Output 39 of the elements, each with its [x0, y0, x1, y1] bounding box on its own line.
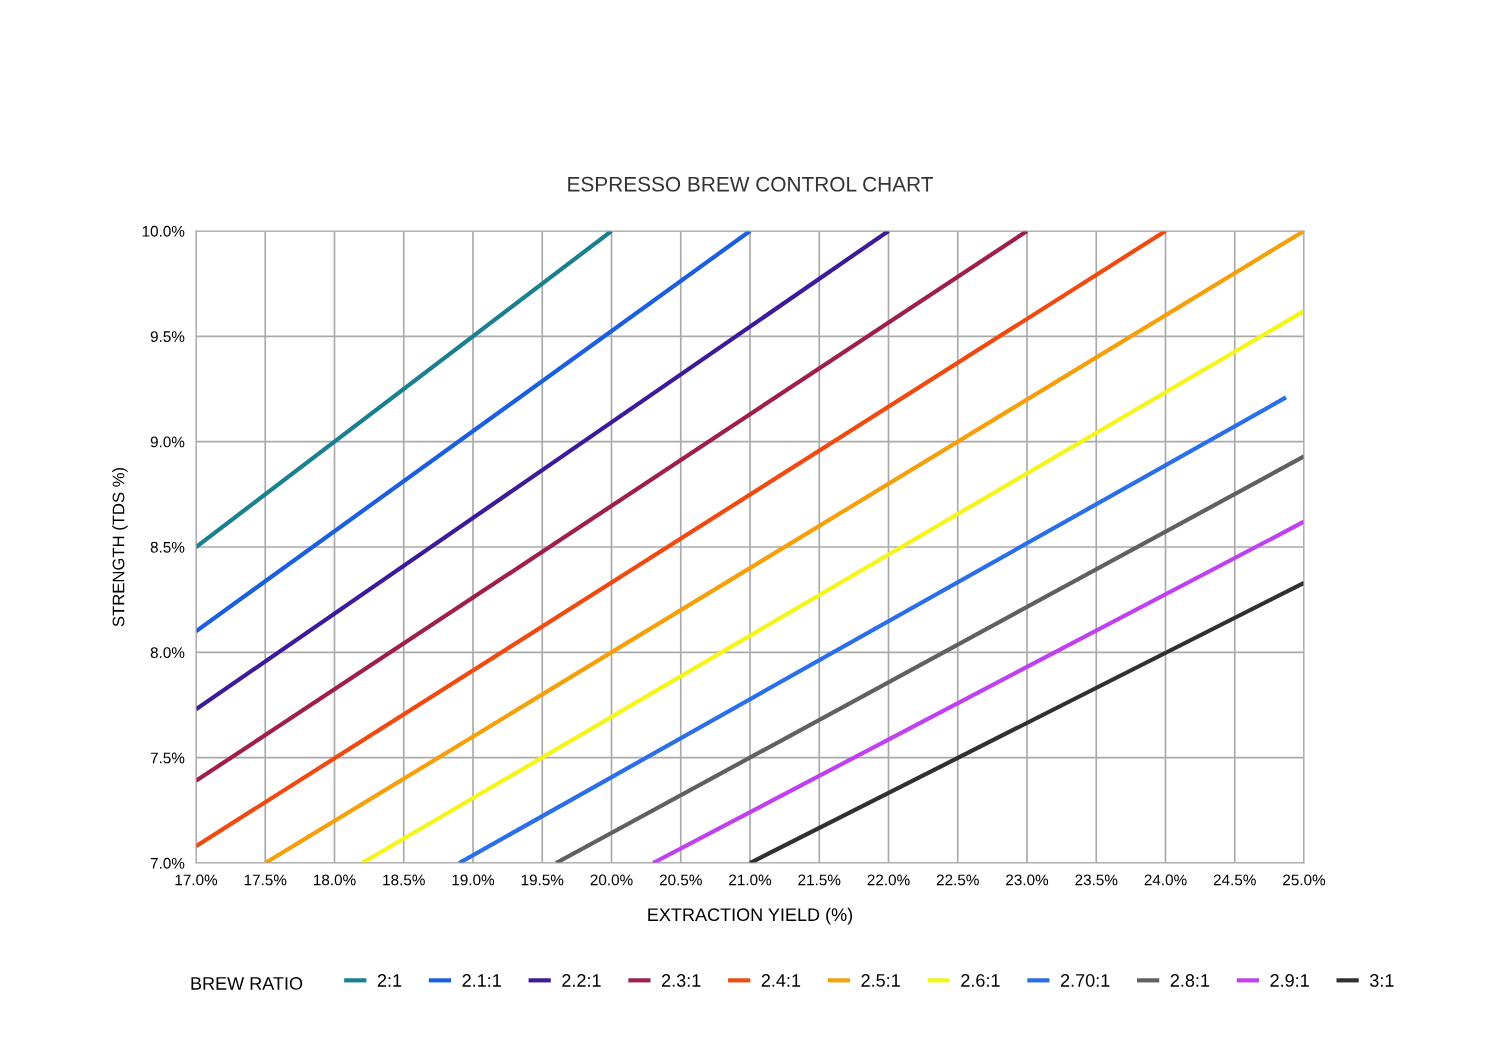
legend-label: 2.8:1	[1170, 974, 1210, 987]
legend-label: 2:1	[377, 974, 402, 987]
x-tick-label: 22.5%	[936, 874, 979, 886]
x-tick-label: 20.5%	[659, 874, 702, 886]
x-tick-label: 19.0%	[452, 874, 495, 886]
y-tick-label: 8.5%	[150, 541, 185, 553]
x-tick-label: 18.0%	[314, 874, 356, 886]
y-tick-label: 7.0%	[150, 857, 185, 869]
legend-label: 2.9:1	[1270, 974, 1309, 987]
y-tick-label: 9.5%	[150, 331, 185, 343]
x-tick-label: 21.5%	[798, 874, 841, 886]
legend-label: 2.1:1	[462, 974, 501, 987]
legend-label: 2.2:1	[562, 974, 601, 987]
y-axis-title: STRENGTH (TDS %)	[112, 467, 128, 627]
legend-label: 3:1	[1369, 974, 1394, 987]
x-tick-label: 17.5%	[244, 874, 287, 886]
y-tick-label: 10.0%	[142, 225, 185, 237]
legend-label: 2.3:1	[662, 974, 701, 987]
legend-label: 2.6:1	[961, 974, 1000, 987]
x-tick-label: 19.5%	[521, 874, 564, 886]
x-tick-label: 18.5%	[383, 874, 425, 886]
x-axis-title: EXTRACTION YIELD (%)	[648, 907, 853, 925]
legend-label: 2.4:1	[761, 974, 801, 987]
legend-title: BREW RATIO	[191, 977, 303, 990]
legend-label: 2.5:1	[861, 974, 900, 987]
x-tick-label: 20.0%	[590, 874, 633, 886]
x-tick-label: 24.5%	[1213, 874, 1256, 886]
x-tick-label: 21.0%	[729, 874, 772, 886]
legend-label: 2.70:1	[1060, 974, 1110, 987]
x-tick-label: 23.0%	[1006, 874, 1049, 886]
x-tick-label: 24.0%	[1144, 874, 1187, 886]
x-tick-label: 23.5%	[1075, 874, 1118, 886]
y-tick-label: 9.0%	[150, 436, 185, 448]
y-tick-label: 8.0%	[150, 647, 185, 659]
chart-title: ESPRESSO BREW CONTROL CHART	[568, 176, 933, 192]
x-tick-label: 25.0%	[1283, 874, 1326, 886]
x-tick-label: 22.0%	[867, 874, 910, 886]
y-tick-label: 7.5%	[150, 752, 185, 764]
x-tick-label: 17.0%	[175, 874, 218, 886]
